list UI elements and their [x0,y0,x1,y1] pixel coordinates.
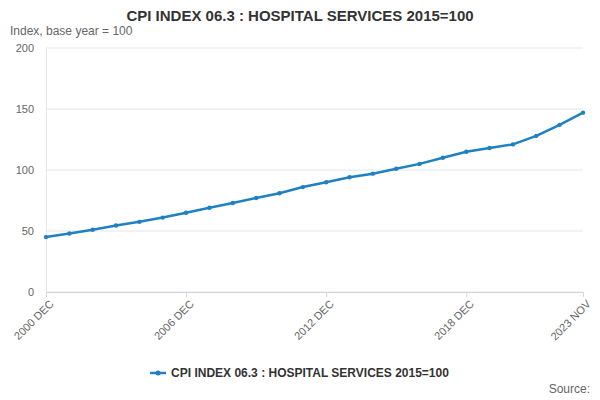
x-tick: 2006 DEC [152,292,196,342]
chart: CPI INDEX 06.3 : HOSPITAL SERVICES 2015=… [0,0,600,400]
legend-item: CPI INDEX 06.3 : HOSPITAL SERVICES 2015=… [150,366,449,380]
marker [277,191,281,195]
x-tick: 2012 DEC [292,292,336,342]
x-tick-mark [466,292,467,297]
marker [207,206,211,210]
marker [347,175,351,179]
marker [67,231,71,235]
y-tick: 50 [22,225,46,237]
marker [557,123,561,127]
marker [90,228,94,232]
grid-line [46,231,583,232]
x-tick-mark [583,292,584,297]
marker [394,167,398,171]
y-tick: 200 [16,42,46,54]
marker [254,196,258,200]
x-tick: 2018 DEC [432,292,476,342]
x-tick-mark [186,292,187,297]
y-tick-label: 200 [16,42,34,54]
y-tick: 0 [28,286,46,298]
marker [441,156,445,160]
grid [46,48,583,292]
marker [324,180,328,184]
marker [44,235,48,239]
x-tick-label: 2018 DEC [432,298,476,342]
marker [114,223,118,227]
grid-line [46,48,583,49]
y-tick-label: 0 [28,286,34,298]
grid-line [46,292,583,293]
x-axis: 2000 DEC 2006 DEC 2012 DEC 2018 DEC 2023 NOV [12,292,594,342]
marker [371,171,375,175]
x-axis-line [47,292,584,293]
marker [487,146,491,150]
legend-label: CPI INDEX 06.3 : HOSPITAL SERVICES 2015=… [171,366,449,380]
x-tick-label: 2000 DEC [12,298,56,342]
source: Source: [549,382,590,396]
x-tick: 2023 NOV [548,292,593,342]
y-axis: 0 50 100 150 200 [16,42,47,298]
marker [184,211,188,215]
y-tick-label: 50 [22,225,34,237]
y-axis-line [46,49,47,293]
plot-area [44,110,585,239]
x-tick-label: 2006 DEC [152,298,196,342]
x-tick: 2000 DEC [12,292,56,342]
title: CPI INDEX 06.3 : HOSPITAL SERVICES 2015=… [126,7,473,24]
marker [161,215,165,219]
marker [534,134,538,138]
marker [301,185,305,189]
grid-line [46,170,583,171]
series-markers [44,110,585,239]
x-tick-label: 2012 DEC [292,298,336,342]
y-tick: 100 [16,164,46,176]
y-tick-label: 150 [16,103,34,115]
y-tick-label: 100 [16,164,34,176]
subtitle: Index, base year = 100 [10,24,133,38]
marker [231,201,235,205]
series-line [46,113,583,237]
marker [464,150,468,154]
marker [417,162,421,166]
x-tick-label: 2023 NOV [548,297,593,342]
grid-line [46,109,583,110]
x-tick-mark [326,292,327,297]
marker [511,142,515,146]
y-tick: 150 [16,103,46,115]
x-tick-mark [46,292,47,297]
legend: CPI INDEX 06.3 : HOSPITAL SERVICES 2015=… [150,366,449,380]
marker [581,110,585,114]
marker [137,220,141,224]
legend-marker [156,371,161,376]
